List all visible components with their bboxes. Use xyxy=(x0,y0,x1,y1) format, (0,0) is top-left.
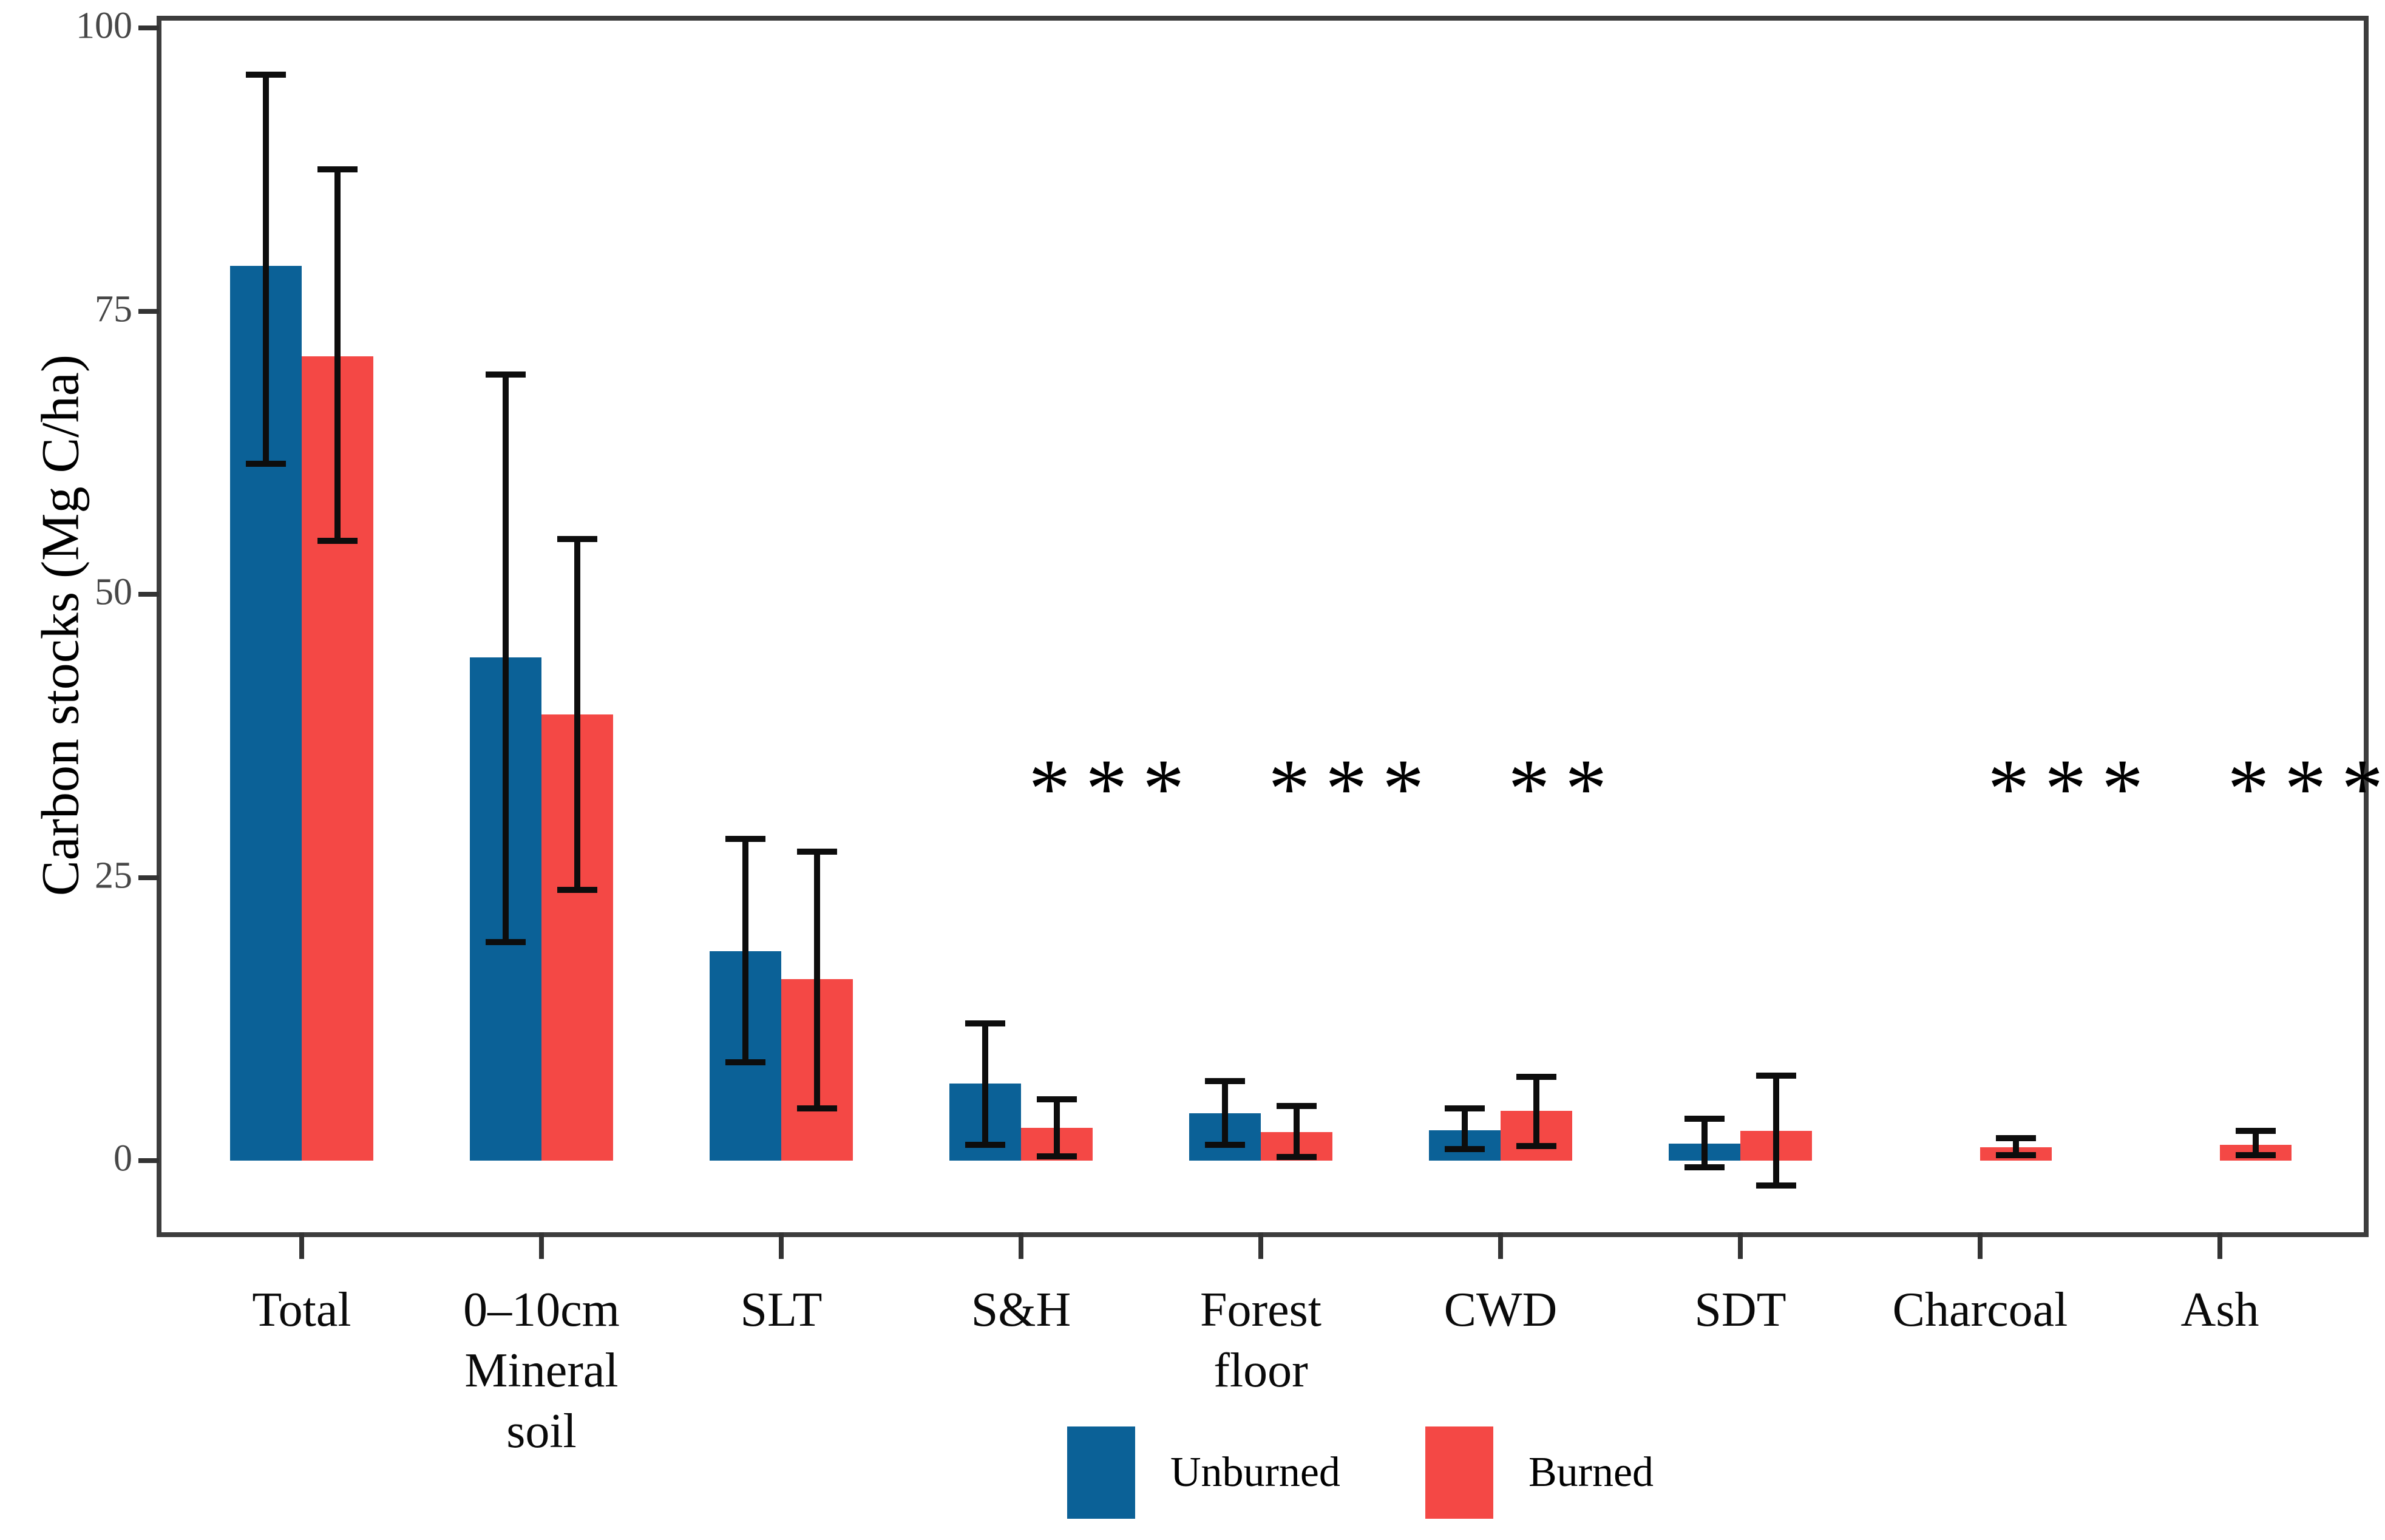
x-category-label-cwd: CWD xyxy=(1444,1283,1558,1337)
error-bar-unburned-s-h-cap-bottom xyxy=(965,1141,1005,1148)
error-bar-burned-0-10cm-mineral-soil-cap-top xyxy=(557,535,597,542)
error-bar-burned-ash-cap-top xyxy=(2236,1128,2276,1135)
x-category-label-forest-floor: Forest floor xyxy=(1200,1283,1321,1397)
error-bar-unburned-sdt xyxy=(1701,1118,1708,1168)
error-bar-burned-charcoal xyxy=(2013,1138,2019,1155)
error-bar-burned-sdt-cap-bottom xyxy=(1756,1182,1796,1189)
error-bar-unburned-forest-floor xyxy=(1222,1081,1228,1145)
error-bar-burned-slt xyxy=(814,851,820,1109)
error-bar-unburned-total-cap-top xyxy=(246,71,286,78)
error-bar-burned-ash xyxy=(2253,1131,2259,1155)
error-bar-unburned-slt-cap-top xyxy=(725,836,765,843)
y-tick xyxy=(138,25,159,30)
x-tick-cwd xyxy=(1498,1232,1503,1259)
error-bar-unburned-forest-floor-cap-top xyxy=(1205,1078,1245,1085)
legend-swatch-unburned xyxy=(1067,1426,1135,1519)
y-tick-label: 50 xyxy=(95,571,132,613)
error-bar-burned-sdt-cap-top xyxy=(1756,1073,1796,1079)
error-bar-burned-forest-floor xyxy=(1294,1106,1300,1158)
error-bar-burned-total xyxy=(334,169,341,541)
x-tick-s-h xyxy=(1019,1232,1023,1259)
y-tick xyxy=(138,875,159,880)
legend-label-burned: Burned xyxy=(1528,1449,1654,1496)
error-bar-burned-total-cap-top xyxy=(317,166,358,173)
error-bar-burned-cwd-cap-top xyxy=(1516,1073,1556,1080)
error-bar-burned-cwd-cap-bottom xyxy=(1516,1142,1556,1149)
y-axis-title: Carbon stocks (Mg C/ha) xyxy=(31,354,90,897)
x-category-label-ash: Ash xyxy=(2180,1283,2259,1337)
error-bar-burned-cwd xyxy=(1533,1076,1539,1146)
y-tick-label: 100 xyxy=(76,5,132,47)
error-bar-burned-s-h-cap-bottom xyxy=(1037,1153,1077,1159)
error-bar-unburned-sdt-cap-bottom xyxy=(1684,1164,1725,1171)
error-bar-burned-slt-cap-top xyxy=(797,848,837,855)
error-bar-burned-0-10cm-mineral-soil-cap-bottom xyxy=(557,887,597,894)
x-category-label-charcoal: Charcoal xyxy=(1892,1283,2068,1337)
y-tick-label: 75 xyxy=(95,288,132,330)
x-category-label-0-10cm-mineral-soil: 0–10cm Mineral soil xyxy=(463,1283,620,1458)
error-bar-unburned-0-10cm-mineral-soil xyxy=(503,374,509,942)
error-bar-unburned-sdt-cap-top xyxy=(1684,1115,1725,1122)
error-bar-burned-forest-floor-cap-bottom xyxy=(1277,1154,1317,1161)
error-bar-burned-charcoal-cap-bottom xyxy=(1996,1152,2036,1158)
error-bar-burned-slt-cap-bottom xyxy=(797,1105,837,1112)
error-bar-burned-total-cap-bottom xyxy=(317,538,358,544)
error-bar-unburned-cwd-cap-bottom xyxy=(1445,1146,1485,1153)
error-bar-burned-ash-cap-bottom xyxy=(2236,1152,2276,1158)
x-category-label-s-h: S&H xyxy=(971,1283,1071,1337)
error-bar-unburned-s-h xyxy=(982,1023,988,1145)
y-tick-label: 0 xyxy=(114,1138,132,1179)
error-bar-unburned-total xyxy=(263,74,269,464)
legend-item-burned: Burned xyxy=(1425,1426,1654,1519)
y-tick xyxy=(138,1158,159,1163)
error-bar-burned-0-10cm-mineral-soil xyxy=(574,538,580,890)
x-tick-total xyxy=(299,1232,304,1259)
error-bar-unburned-cwd-cap-top xyxy=(1445,1105,1485,1112)
x-category-label-total: Total xyxy=(252,1283,351,1337)
error-bar-burned-forest-floor-cap-top xyxy=(1277,1103,1317,1110)
error-bar-unburned-0-10cm-mineral-soil-cap-top xyxy=(486,371,526,378)
x-tick-forest-floor xyxy=(1258,1232,1263,1259)
x-tick-0-10cm-mineral-soil xyxy=(539,1232,544,1259)
x-category-label-sdt: SDT xyxy=(1694,1283,1786,1337)
error-bar-unburned-s-h-cap-top xyxy=(965,1020,1005,1027)
error-bar-burned-charcoal-cap-top xyxy=(1996,1135,2036,1141)
x-tick-charcoal xyxy=(1978,1232,1983,1259)
legend-item-unburned: Unburned xyxy=(1067,1426,1340,1519)
y-tick xyxy=(138,592,159,597)
error-bar-unburned-cwd xyxy=(1462,1108,1468,1150)
error-bar-unburned-slt xyxy=(742,839,748,1062)
error-bar-burned-s-h-cap-top xyxy=(1037,1096,1077,1103)
legend: Unburned Burned xyxy=(1067,1426,1654,1519)
error-bar-unburned-total-cap-bottom xyxy=(246,461,286,467)
error-bar-burned-sdt xyxy=(1773,1076,1779,1186)
x-tick-slt xyxy=(779,1232,784,1259)
x-category-label-slt: SLT xyxy=(740,1283,823,1337)
x-tick-sdt xyxy=(1738,1232,1743,1259)
y-tick xyxy=(138,308,159,314)
error-bar-unburned-slt-cap-bottom xyxy=(725,1059,765,1065)
x-tick-ash xyxy=(2217,1232,2222,1259)
error-bar-unburned-forest-floor-cap-bottom xyxy=(1205,1141,1245,1148)
y-tick-label: 25 xyxy=(95,855,132,897)
error-bar-burned-s-h xyxy=(1054,1099,1060,1156)
error-bar-unburned-0-10cm-mineral-soil-cap-bottom xyxy=(486,938,526,945)
legend-swatch-burned xyxy=(1425,1426,1493,1519)
legend-label-unburned: Unburned xyxy=(1170,1449,1340,1496)
